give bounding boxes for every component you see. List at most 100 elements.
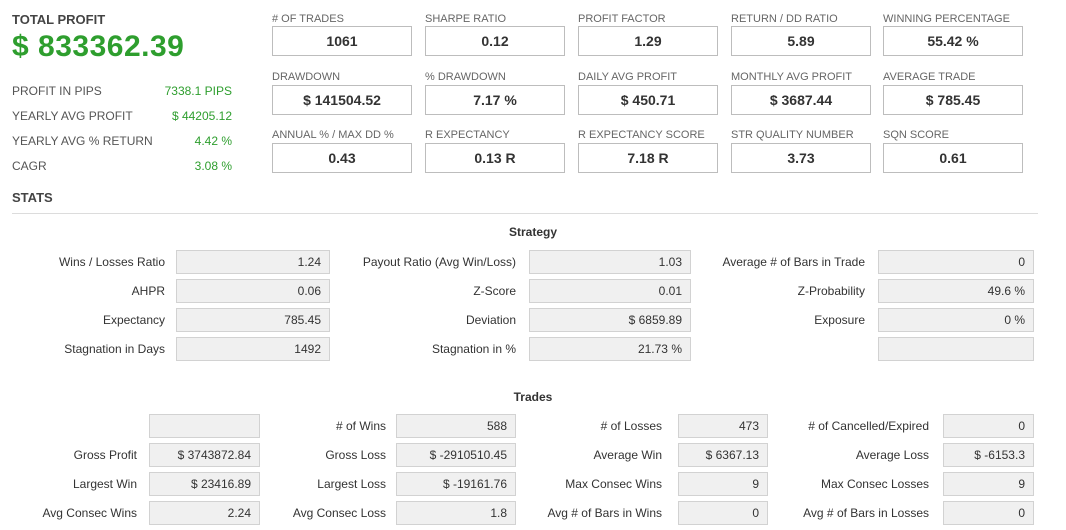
divider	[12, 213, 1038, 214]
metric-label: AVERAGE TRADE	[883, 71, 976, 83]
metric-trades-count: 1061	[272, 26, 412, 56]
summary-row-yearly-return: YEARLY AVG % RETURN 4.42 %	[12, 134, 232, 148]
summary-value: 4.42 %	[194, 134, 232, 148]
trade-label: Avg Consec Wins	[42, 506, 137, 520]
stat-value: 0 %	[878, 308, 1034, 332]
trade-label: Avg # of Bars in Wins	[547, 506, 663, 520]
stat-value: 0.06	[176, 279, 330, 303]
stat-value-empty	[878, 337, 1034, 361]
stat-value: $ 6859.89	[529, 308, 691, 332]
trade-value: 9	[943, 472, 1034, 496]
summary-value: 7338.1 PIPS	[164, 84, 232, 98]
trade-value: 1.8	[396, 501, 516, 525]
metric-daily-avg-profit: $ 450.71	[578, 85, 718, 115]
trade-value: $ -19161.76	[396, 472, 516, 496]
metric-label: WINNING PERCENTAGE	[883, 13, 1010, 25]
trade-label: # of Losses	[600, 419, 662, 433]
stat-label: Deviation	[465, 313, 516, 327]
summary-label: YEARLY AVG PROFIT	[12, 109, 133, 123]
summary-row-cagr: CAGR 3.08 %	[12, 159, 232, 173]
metric-label: DRAWDOWN	[272, 71, 341, 83]
trade-value: $ -2910510.45	[396, 443, 516, 467]
metric-annual-max-dd: 0.43	[272, 143, 412, 173]
metric-label: % DRAWDOWN	[425, 71, 506, 83]
metric-profit-factor: 1.29	[578, 26, 718, 56]
stat-label: Wins / Losses Ratio	[58, 255, 165, 269]
stat-value: 785.45	[176, 308, 330, 332]
trade-label: Avg # of Bars in Losses	[803, 506, 929, 520]
summary-label: PROFIT IN PIPS	[12, 84, 102, 98]
trade-value: 0	[943, 501, 1034, 525]
summary-label: YEARLY AVG % RETURN	[12, 134, 153, 148]
trade-value: 0	[943, 414, 1034, 438]
stat-value: 21.73 %	[529, 337, 691, 361]
trade-label: Average Loss	[855, 448, 929, 462]
strategy-heading: Strategy	[508, 225, 558, 239]
stat-label: Z-Score	[473, 284, 516, 298]
trade-label: Largest Win	[72, 477, 137, 491]
trade-label: Gross Profit	[73, 448, 137, 462]
trades-heading: Trades	[513, 390, 553, 404]
metric-winning-percentage: 55.42 %	[883, 26, 1023, 56]
trade-value-empty	[149, 414, 260, 438]
stat-label: Stagnation in Days	[64, 342, 165, 356]
trade-label: Avg Consec Loss	[292, 506, 386, 520]
stat-value: 0	[878, 250, 1034, 274]
stat-value: 49.6 %	[878, 279, 1034, 303]
metric-pct-drawdown: 7.17 %	[425, 85, 565, 115]
stat-label: AHPR	[131, 284, 165, 298]
trade-label: Max Consec Wins	[565, 477, 662, 491]
metric-label: SQN SCORE	[883, 129, 950, 141]
trade-value: 9	[678, 472, 768, 496]
metric-r-expectancy: 0.13 R	[425, 143, 565, 173]
summary-row-yearly-profit: YEARLY AVG PROFIT $ 44205.12	[12, 109, 232, 123]
stat-label: Z-Probability	[797, 284, 865, 298]
trade-value: $ -6153.3	[943, 443, 1034, 467]
total-profit-value: $ 833362.39	[12, 30, 185, 63]
metric-drawdown: $ 141504.52	[272, 85, 412, 115]
metric-label: R EXPECTANCY SCORE	[578, 129, 705, 141]
stat-label: Payout Ratio (Avg Win/Loss)	[362, 255, 516, 269]
trade-label: # of Wins	[335, 419, 386, 433]
trade-value: $ 3743872.84	[149, 443, 260, 467]
trade-value: $ 23416.89	[149, 472, 260, 496]
metric-label: SHARPE RATIO	[425, 13, 507, 25]
summary-value: 3.08 %	[194, 159, 232, 173]
stat-label: Average # of Bars in Trade	[722, 255, 865, 269]
stat-value: 1.03	[529, 250, 691, 274]
metric-return-dd-ratio: 5.89	[731, 26, 871, 56]
metric-label: # OF TRADES	[272, 13, 344, 25]
metric-label: R EXPECTANCY	[425, 129, 510, 141]
metric-average-trade: $ 785.45	[883, 85, 1023, 115]
metric-sharpe-ratio: 0.12	[425, 26, 565, 56]
metric-label: PROFIT FACTOR	[578, 13, 666, 25]
metric-monthly-avg-profit: $ 3687.44	[731, 85, 871, 115]
trade-value: 588	[396, 414, 516, 438]
trade-label: Max Consec Losses	[820, 477, 929, 491]
summary-label: CAGR	[12, 159, 47, 173]
stat-label: Exposure	[814, 313, 865, 327]
metric-r-expectancy-score: 7.18 R	[578, 143, 718, 173]
trade-value: 473	[678, 414, 768, 438]
metric-label: RETURN / DD RATIO	[731, 13, 838, 25]
metric-label: DAILY AVG PROFIT	[578, 71, 678, 83]
trade-label: Largest Loss	[317, 477, 386, 491]
trade-label: # of Cancelled/Expired	[808, 419, 929, 433]
stat-value: 0.01	[529, 279, 691, 303]
trade-label: Average Win	[593, 448, 662, 462]
metric-label: MONTHLY AVG PROFIT	[731, 71, 853, 83]
stat-value: 1.24	[176, 250, 330, 274]
summary-value: $ 44205.12	[171, 109, 232, 123]
stat-label: Stagnation in %	[431, 342, 516, 356]
metric-sqn-score: 0.61	[883, 143, 1023, 173]
metric-str-quality-number: 3.73	[731, 143, 871, 173]
metric-label: ANNUAL % / MAX DD %	[272, 129, 394, 141]
trade-value: $ 6367.13	[678, 443, 768, 467]
metric-label: STR QUALITY NUMBER	[731, 129, 854, 141]
stat-label: Expectancy	[102, 313, 165, 327]
total-profit-label: TOTAL PROFIT	[12, 12, 106, 27]
summary-row-pips: PROFIT IN PIPS 7338.1 PIPS	[12, 84, 232, 98]
trade-value: 2.24	[149, 501, 260, 525]
trade-label: Gross Loss	[325, 448, 386, 462]
stats-heading: STATS	[12, 190, 53, 205]
